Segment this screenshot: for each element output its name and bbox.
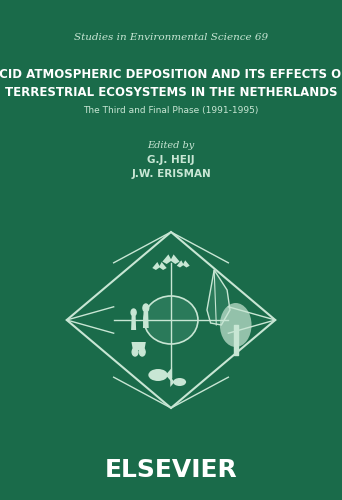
Polygon shape bbox=[162, 254, 180, 264]
Polygon shape bbox=[166, 368, 172, 382]
Circle shape bbox=[132, 348, 138, 356]
Ellipse shape bbox=[148, 369, 168, 381]
Text: J.W. ERISMAN: J.W. ERISMAN bbox=[131, 169, 211, 179]
Circle shape bbox=[220, 303, 251, 347]
Polygon shape bbox=[207, 270, 230, 325]
Text: G.J. HEIJ: G.J. HEIJ bbox=[147, 155, 195, 165]
Polygon shape bbox=[131, 342, 146, 350]
Polygon shape bbox=[177, 260, 190, 268]
Ellipse shape bbox=[173, 378, 186, 386]
Text: ACID ATMOSPHERIC DEPOSITION AND ITS EFFECTS ON: ACID ATMOSPHERIC DEPOSITION AND ITS EFFE… bbox=[0, 68, 342, 82]
Text: ELSEVIER: ELSEVIER bbox=[105, 458, 237, 482]
Ellipse shape bbox=[144, 296, 198, 344]
Text: TERRESTRIAL ECOSYSTEMS IN THE NETHERLANDS: TERRESTRIAL ECOSYSTEMS IN THE NETHERLAND… bbox=[5, 86, 337, 98]
Text: Studies in Environmental Science 69: Studies in Environmental Science 69 bbox=[74, 34, 268, 42]
Circle shape bbox=[131, 309, 136, 316]
Text: Edited by: Edited by bbox=[147, 140, 195, 149]
Circle shape bbox=[139, 348, 145, 356]
Polygon shape bbox=[152, 262, 167, 270]
Circle shape bbox=[143, 304, 149, 312]
Polygon shape bbox=[143, 312, 149, 328]
Text: The Third and Final Phase (1991-1995): The Third and Final Phase (1991-1995) bbox=[83, 106, 259, 114]
Polygon shape bbox=[170, 377, 175, 387]
Polygon shape bbox=[131, 316, 136, 330]
